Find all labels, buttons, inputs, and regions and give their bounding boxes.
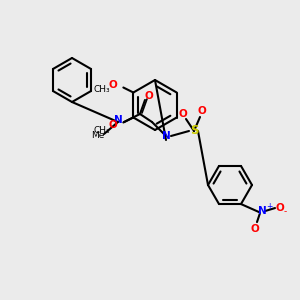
Text: O: O bbox=[178, 109, 188, 119]
Text: N: N bbox=[114, 115, 122, 125]
Text: O: O bbox=[276, 203, 284, 213]
Text: O: O bbox=[145, 91, 153, 101]
Text: +: + bbox=[266, 202, 272, 211]
Text: -: - bbox=[284, 208, 286, 217]
Text: O: O bbox=[109, 119, 118, 130]
Text: N: N bbox=[162, 131, 170, 141]
Text: CH₃: CH₃ bbox=[93, 85, 110, 94]
Text: CH₃: CH₃ bbox=[93, 126, 110, 135]
Text: N: N bbox=[258, 206, 266, 216]
Text: O: O bbox=[109, 80, 118, 91]
Text: Me: Me bbox=[91, 131, 105, 140]
Text: O: O bbox=[198, 106, 206, 116]
Text: S: S bbox=[190, 124, 198, 137]
Text: O: O bbox=[250, 224, 260, 234]
